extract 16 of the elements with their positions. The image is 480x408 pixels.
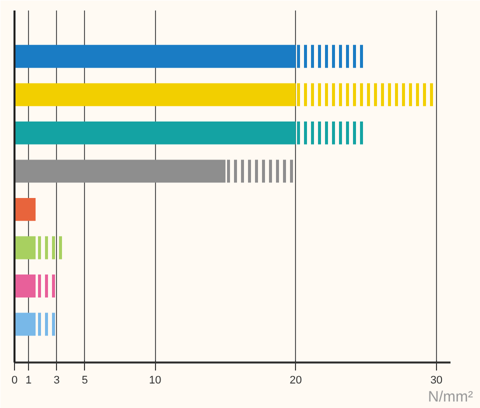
x-axis-title: N/mm² — [428, 388, 474, 406]
x-tick-label: 10 — [149, 374, 162, 386]
x-tick-label: 0 — [11, 374, 18, 386]
bar — [14, 160, 226, 183]
x-tick-label: 5 — [82, 374, 88, 386]
x-tick-label: 3 — [54, 374, 60, 386]
bar — [14, 44, 296, 68]
x-tick-label: 20 — [290, 374, 302, 386]
bar — [14, 236, 36, 260]
x-tick-label: 1 — [26, 374, 32, 386]
bar — [14, 274, 36, 298]
bar — [14, 312, 36, 336]
x-tick-label: 30 — [430, 374, 443, 386]
bar — [14, 121, 296, 144]
bar — [14, 83, 296, 106]
bar — [14, 198, 36, 221]
